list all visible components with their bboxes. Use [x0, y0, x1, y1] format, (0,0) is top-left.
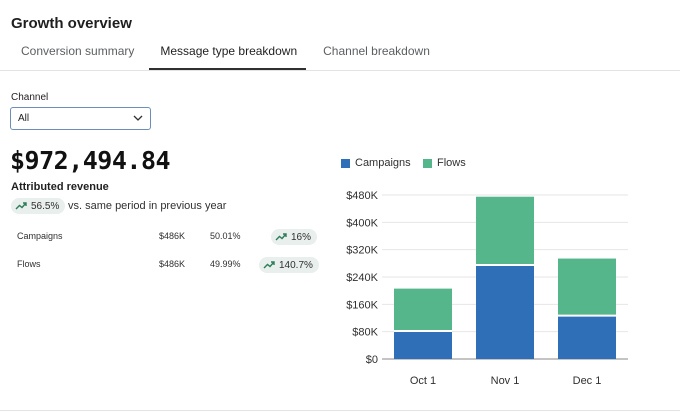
row-flows-change: 140.7% — [279, 259, 313, 271]
y-tick-label: $320K — [346, 245, 378, 257]
bar-campaigns — [476, 265, 534, 359]
row-campaigns-change: 16% — [291, 231, 312, 243]
channel-select[interactable]: All — [10, 107, 151, 130]
y-tick-label: $480K — [346, 190, 378, 202]
x-tick-label: Dec 1 — [573, 375, 602, 387]
trend-up-icon — [275, 233, 287, 241]
bar-flows — [558, 258, 616, 316]
row-campaigns-change-badge: 16% — [271, 229, 318, 245]
tab-conversion-summary[interactable]: Conversion summary — [21, 44, 135, 58]
y-tick-label: $0 — [366, 354, 378, 366]
channel-select-value: All — [18, 113, 30, 124]
legend-label-campaigns: Campaigns — [355, 157, 411, 169]
tab-channel-breakdown[interactable]: Channel breakdown — [323, 44, 430, 58]
legend-label-flows: Flows — [437, 157, 466, 169]
tab-message-type-breakdown[interactable]: Message type breakdown — [149, 36, 307, 70]
row-campaigns-name: Campaigns — [17, 231, 63, 241]
legend-swatch-campaigns — [341, 158, 350, 168]
y-tick-label: $160K — [346, 299, 378, 311]
total-change-value: 56.5% — [31, 200, 60, 212]
y-tick-label: $80K — [352, 327, 378, 339]
total-change-badge: 56.5% — [11, 198, 66, 214]
trend-up-icon — [263, 261, 275, 269]
page-title: Growth overview — [11, 15, 132, 32]
row-flows-amount: $486K — [159, 259, 186, 269]
bar-flows — [394, 288, 452, 331]
revenue-bar-chart: $0 $80K $160K $240K $320K $400K $480K Oct 1 Nov … — [346, 190, 628, 387]
channel-label: Channel — [11, 92, 49, 103]
y-tick-label: $240K — [346, 272, 378, 284]
total-revenue: $972,494.84 — [10, 146, 171, 175]
legend-flows[interactable]: Flows — [423, 157, 466, 169]
x-tick-label: Oct 1 — [410, 375, 436, 387]
row-flows-share: 49.99% — [210, 259, 241, 269]
legend-campaigns[interactable]: Campaigns — [341, 157, 411, 169]
total-revenue-label: Attributed revenue — [11, 181, 109, 193]
tab-divider — [0, 70, 680, 71]
row-flows-change-badge: 140.7% — [259, 257, 319, 273]
row-flows-name: Flows — [17, 259, 41, 269]
chevron-down-icon — [133, 115, 143, 121]
row-campaigns-amount: $486K — [159, 231, 186, 241]
x-tick-label: Nov 1 — [491, 375, 520, 387]
bar-campaigns — [558, 315, 616, 359]
bottom-divider — [0, 410, 680, 411]
legend-swatch-flows — [423, 158, 432, 168]
bar-campaigns — [394, 330, 452, 359]
bar-flows — [476, 196, 534, 266]
tab-bar: Conversion summary Message type breakdow… — [10, 36, 445, 70]
comparison-text: vs. same period in previous year — [68, 200, 227, 212]
row-campaigns-share: 50.01% — [210, 231, 241, 241]
trend-up-icon — [15, 202, 27, 210]
y-tick-label: $400K — [346, 217, 378, 229]
